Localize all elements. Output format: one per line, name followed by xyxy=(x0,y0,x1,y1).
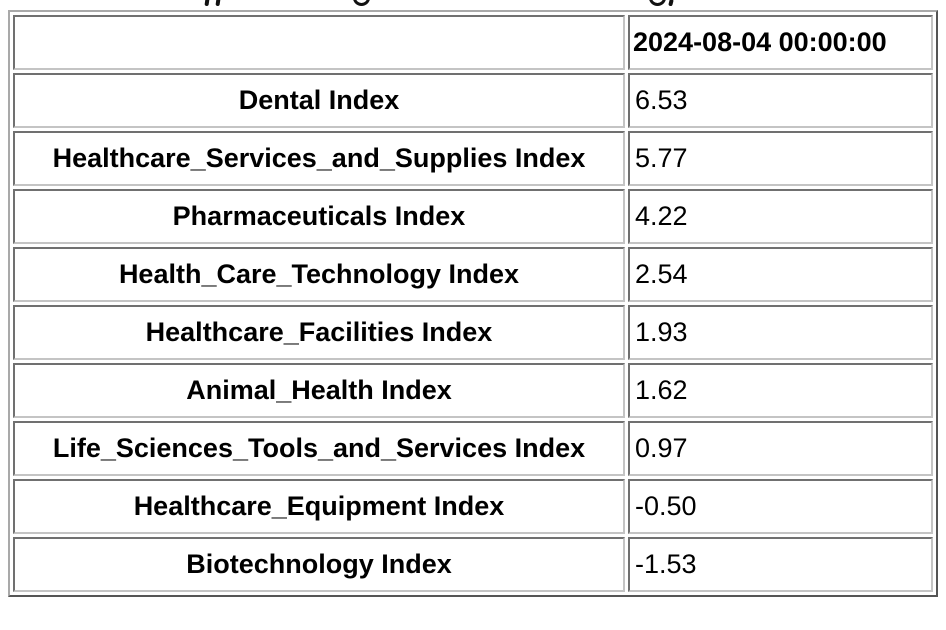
table-row: Life_Sciences_Tools_and_Services Index 0.… xyxy=(13,421,933,476)
corner-cell xyxy=(13,15,625,70)
table-row: Health_Care_Technology Index 2.54 xyxy=(13,247,933,302)
row-label: Dental Index xyxy=(13,73,625,128)
row-value: 1.93 xyxy=(628,305,933,360)
row-label: Healthcare_Equipment Index xyxy=(13,479,625,534)
cropped-text-line xyxy=(0,0,946,8)
table-row: Pharmaceuticals Index 4.22 xyxy=(13,189,933,244)
table-body: Dental Index 6.53 Healthcare_Services_and_… xyxy=(13,73,933,592)
cropped-glyph-fragment xyxy=(353,0,370,6)
table-row: Healthcare_Services_and_Supplies Index 5.… xyxy=(13,131,933,186)
cropped-glyph-fragment xyxy=(649,0,666,6)
table-row: Biotechnology Index -1.53 xyxy=(13,537,933,592)
row-label: Pharmaceuticals Index xyxy=(13,189,625,244)
table-row: Healthcare_Equipment Index -0.50 xyxy=(13,479,933,534)
row-value: -0.50 xyxy=(628,479,933,534)
row-value: 0.97 xyxy=(628,421,933,476)
row-value: 6.53 xyxy=(628,73,933,128)
row-value: 2.54 xyxy=(628,247,933,302)
date-column-header: 2024-08-04 00:00:00 xyxy=(628,15,933,70)
table-row: Dental Index 6.53 xyxy=(13,73,933,128)
cropped-glyph-fragment xyxy=(215,0,221,7)
row-label: Animal_Health Index xyxy=(13,363,625,418)
table-row: Healthcare_Facilities Index 1.93 xyxy=(13,305,933,360)
row-label: Healthcare_Facilities Index xyxy=(13,305,625,360)
table-row: Animal_Health Index 1.62 xyxy=(13,363,933,418)
row-value: -1.53 xyxy=(628,537,933,592)
index-table: 2024-08-04 00:00:00 Dental Index 6.53 Heal… xyxy=(8,10,938,597)
row-value: 4.22 xyxy=(628,189,933,244)
row-value: 5.77 xyxy=(628,131,933,186)
cropped-glyph-fragment xyxy=(204,0,210,7)
row-value: 1.62 xyxy=(628,363,933,418)
row-label: Life_Sciences_Tools_and_Services Index xyxy=(13,421,625,476)
cropped-glyph-fragment xyxy=(668,0,674,7)
row-label: Healthcare_Services_and_Supplies Index xyxy=(13,131,625,186)
row-label: Biotechnology Index xyxy=(13,537,625,592)
header-row: 2024-08-04 00:00:00 xyxy=(13,15,933,70)
row-label: Health_Care_Technology Index xyxy=(13,247,625,302)
